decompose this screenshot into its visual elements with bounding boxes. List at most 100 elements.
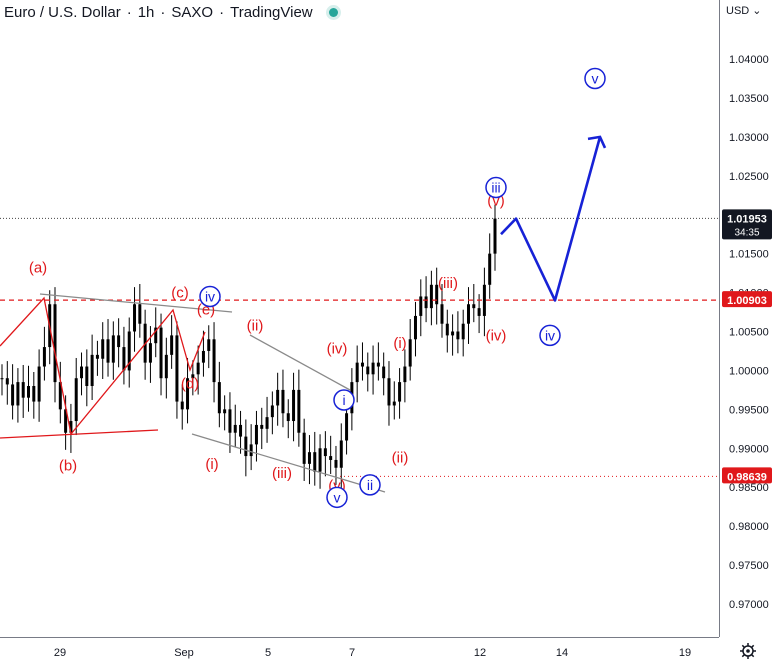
price-badge	[722, 291, 772, 308]
candle-body	[74, 378, 78, 422]
wave-label-blue: v	[592, 70, 599, 86]
candle-body	[334, 459, 338, 468]
title-separator: ·	[219, 4, 225, 21]
candle-body	[42, 347, 46, 367]
candle-body	[445, 323, 449, 336]
price-tick-label: 0.99000	[729, 443, 769, 455]
candle-body	[403, 366, 407, 383]
wave-label-red: (b)	[59, 457, 77, 474]
price-tick-label: 0.97000	[729, 599, 769, 611]
wave-label-blue: ii	[367, 477, 373, 493]
candle-body	[154, 327, 158, 344]
candle-body	[127, 331, 131, 371]
candle-body	[313, 452, 317, 472]
interval-label[interactable]: 1h	[137, 4, 155, 21]
time-axis: 29 Sep 5 7 12 14 19	[54, 647, 691, 659]
wave-label-blue: iv	[545, 327, 555, 343]
candle-body	[281, 389, 285, 414]
price-badge-label: 1.00903	[727, 295, 767, 307]
candle-body	[85, 366, 89, 386]
projection-arrowhead	[587, 135, 607, 149]
wave-label-blue-circle	[333, 389, 355, 411]
settings-icon[interactable]	[740, 643, 756, 659]
triangle-upper-line	[39, 293, 233, 313]
candle-body	[5, 378, 9, 385]
candle-body	[69, 421, 73, 433]
candle-body	[302, 432, 306, 464]
channel-lower-line	[191, 433, 386, 493]
candle-body	[270, 405, 274, 418]
wave-label-red: (a)	[29, 260, 47, 277]
candle-body	[138, 304, 142, 324]
candle-body	[32, 385, 36, 402]
wave-label-red: (iv)	[327, 341, 348, 358]
candle-body	[371, 362, 375, 375]
currency-selector[interactable]: USD ⌄	[726, 5, 762, 17]
candle-body	[297, 389, 301, 433]
wave-label-red: (iii)	[272, 465, 292, 482]
candle-body	[413, 315, 417, 340]
candle-body	[286, 413, 290, 422]
candle-body	[90, 354, 94, 386]
title-separator: ·	[126, 4, 132, 21]
candle-body	[16, 382, 20, 406]
wave-label-blue: i	[342, 392, 345, 408]
price-badge-label: 0.98639	[727, 471, 767, 483]
wave-label-blue-circle	[199, 285, 221, 308]
candle-body	[11, 384, 15, 406]
candle-body	[196, 362, 200, 375]
candle-body	[133, 304, 137, 332]
wave-label-blue-circle	[326, 486, 348, 509]
price-series	[0, 204, 497, 489]
candle-body	[424, 296, 428, 309]
candle-body	[461, 323, 465, 340]
price-badge	[722, 467, 772, 484]
candle-body	[482, 284, 486, 316]
wave-label-red: (iii)	[438, 275, 458, 292]
candle-body	[201, 350, 205, 363]
wave-label-red: (c)	[171, 285, 189, 302]
candle-body	[207, 339, 211, 351]
candle-body	[366, 366, 370, 375]
candle-body	[493, 218, 497, 254]
candle-body	[355, 362, 359, 383]
triangle-lower-line	[0, 429, 159, 439]
candle-body	[265, 417, 269, 429]
candle-body	[440, 304, 444, 324]
candle-body	[27, 385, 31, 398]
wave-label-blue: v	[334, 489, 341, 505]
candle-body	[117, 335, 121, 348]
price-labels: 1.01953 34:35 1.00903 0.98639	[722, 209, 772, 484]
price-tick-label: 0.97500	[729, 560, 769, 572]
wave-label-red: (i)	[205, 456, 218, 473]
candle-body	[382, 366, 386, 379]
time-tick-label: Sep	[174, 647, 194, 659]
candle-body	[223, 409, 227, 414]
time-tick-label: 7	[349, 647, 355, 659]
candle-body	[64, 409, 68, 433]
candle-body	[435, 284, 439, 305]
price-tick-label: 1.04000	[729, 54, 769, 66]
wave-label-blue-circle	[359, 474, 381, 496]
candle-body	[254, 424, 258, 445]
wave-label-red: (ii)	[247, 317, 264, 334]
abcde-zigzag	[0, 296, 206, 436]
candle-body	[323, 448, 327, 457]
candle-body	[21, 382, 25, 398]
wave-label-red: (d)	[181, 376, 199, 393]
candle-body	[472, 304, 476, 309]
candle-body	[58, 382, 62, 410]
candle-body	[244, 436, 248, 457]
candle-body	[148, 343, 152, 363]
candle-body	[276, 389, 280, 406]
wave-label-red: (iv)	[486, 327, 507, 344]
wave-label-blue-circle	[539, 324, 561, 347]
candle-body	[180, 401, 184, 410]
candle-body	[392, 401, 396, 406]
time-tick-label: 12	[474, 647, 486, 659]
symbol-name[interactable]: Euro / U.S. Dollar	[4, 4, 121, 21]
wave-label-blue: iii	[491, 179, 500, 195]
candle-body	[419, 296, 423, 316]
